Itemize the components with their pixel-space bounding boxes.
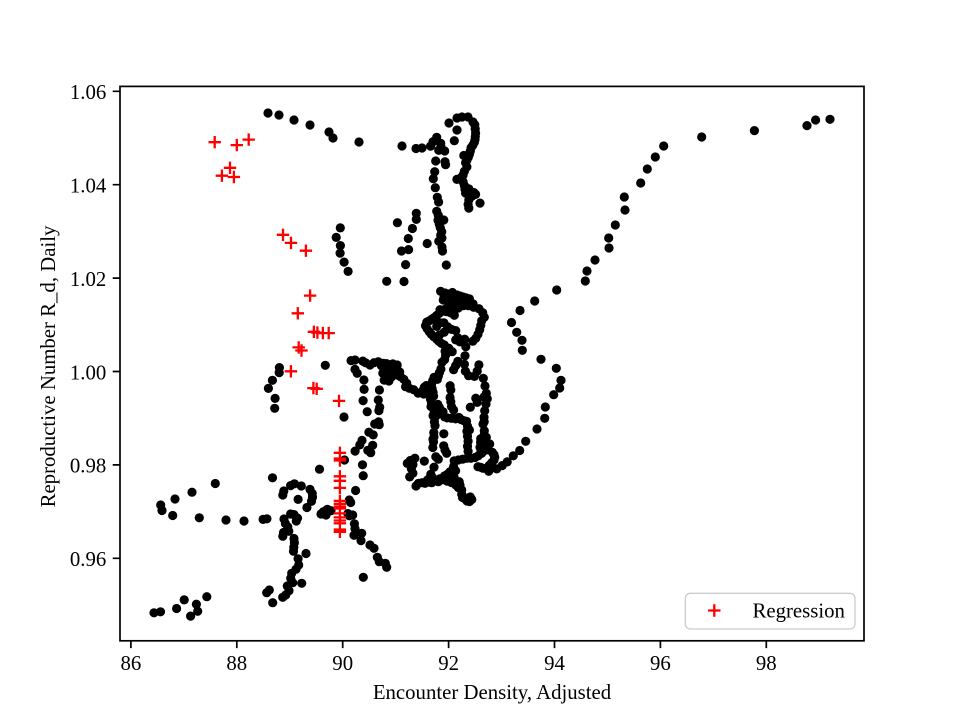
svg-text:86: 86 [121,652,142,675]
svg-text:Reproductive Number R_d, Daily: Reproductive Number R_d, Daily [37,225,60,507]
svg-text:1.04: 1.04 [70,175,107,198]
svg-text:0.96: 0.96 [70,548,106,571]
svg-text:92: 92 [438,652,459,675]
svg-text:Regression: Regression [753,600,846,623]
svg-text:Encounter Density, Adjusted: Encounter Density, Adjusted [373,681,612,704]
svg-text:1.00: 1.00 [70,361,106,384]
svg-text:90: 90 [332,652,353,675]
svg-text:96: 96 [650,652,671,675]
svg-text:98: 98 [756,652,777,675]
svg-text:88: 88 [226,652,247,675]
svg-text:1.06: 1.06 [70,81,106,104]
svg-text:0.98: 0.98 [70,455,106,478]
svg-text:1.02: 1.02 [70,268,106,291]
svg-text:94: 94 [544,652,565,675]
